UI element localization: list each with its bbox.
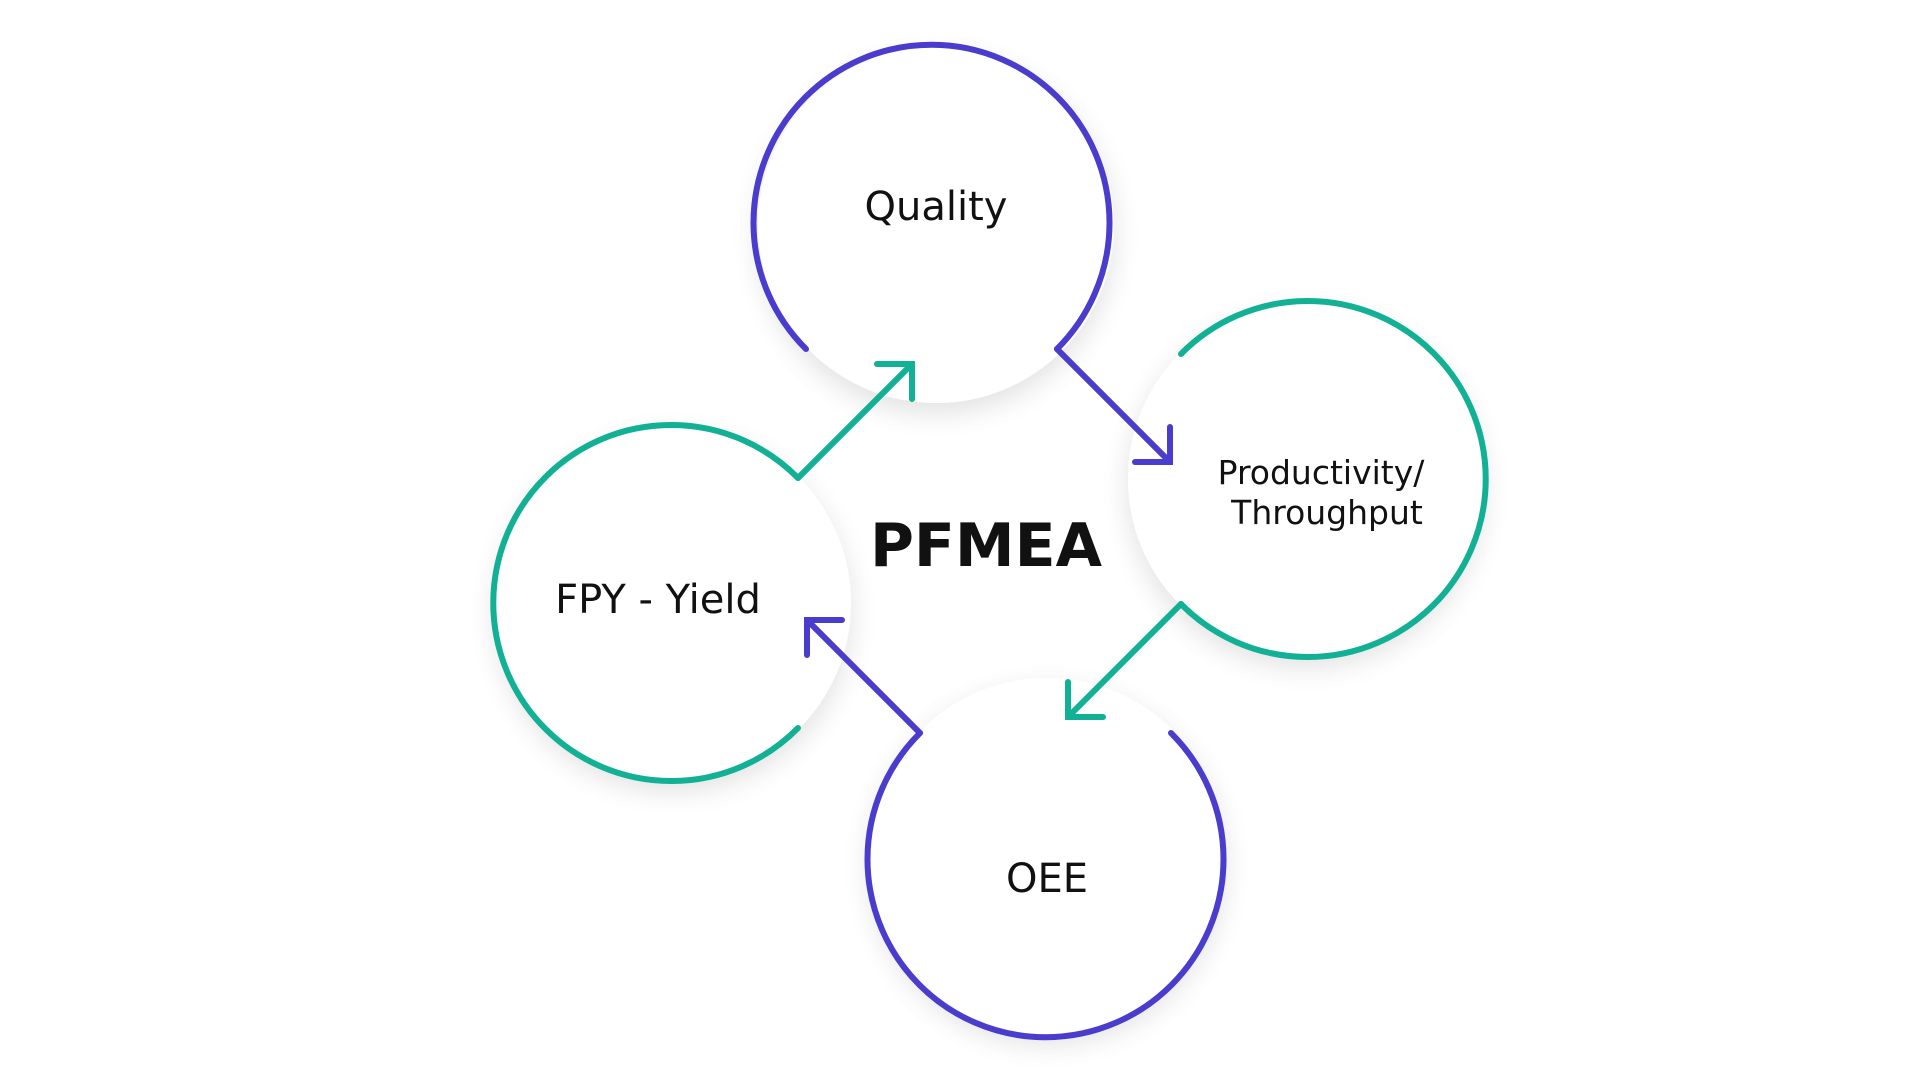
quality-node-ring — [750, 41, 1113, 352]
arrow-shaft — [1054, 346, 1173, 465]
arrow-head — [1132, 424, 1173, 465]
arrow-head — [804, 617, 845, 658]
quality-node-label: Quality — [865, 184, 1008, 230]
arrow-head — [874, 361, 915, 402]
arrow-shaft — [1065, 601, 1184, 720]
arrow-fpy-to-quality — [795, 361, 915, 481]
arrow-shaft — [804, 617, 923, 736]
oee-node-background — [869, 678, 1225, 1034]
productivity-node-label-line-2: Throughput — [1230, 493, 1423, 532]
arrow-head — [1065, 679, 1106, 720]
arrow-oee-to-fpy — [804, 617, 923, 736]
fpy-node-background — [495, 425, 851, 781]
arrow-quality-to-productivity — [1054, 346, 1173, 465]
fpy-node-ring — [490, 422, 801, 784]
productivity-node-background — [1128, 301, 1484, 657]
center-title: PFMEA — [870, 511, 1103, 581]
productivity-node-ring — [1178, 298, 1489, 660]
quality-node-background — [758, 47, 1114, 403]
fpy-node-label: FPY - Yield — [555, 577, 761, 623]
arrow-productivity-to-oee — [1065, 601, 1184, 720]
node-backgrounds — [495, 47, 1484, 1034]
productivity-node-label-line-1: Productivity/ — [1218, 453, 1426, 492]
arrow-shaft — [795, 361, 915, 481]
oee-node-ring — [864, 730, 1227, 1041]
oee-node-label: OEE — [1006, 856, 1088, 902]
